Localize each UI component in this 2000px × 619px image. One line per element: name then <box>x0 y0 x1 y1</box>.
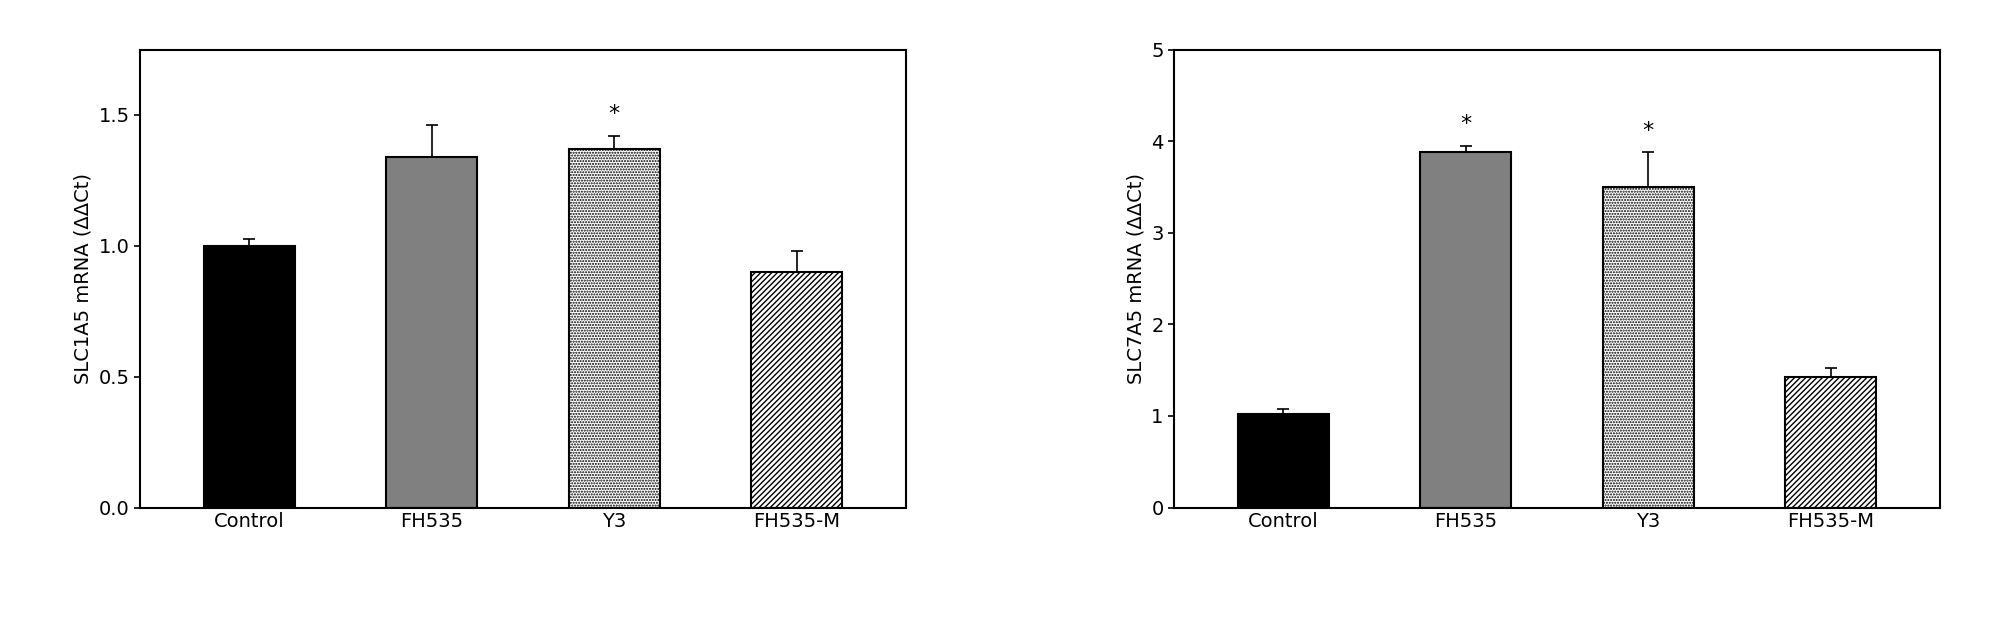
Text: *: * <box>1642 121 1654 141</box>
Bar <box>386 157 478 508</box>
Bar <box>204 246 296 508</box>
Bar <box>750 272 842 508</box>
Bar <box>1238 414 1330 508</box>
Bar <box>568 149 660 508</box>
Text: *: * <box>1460 115 1472 134</box>
Bar <box>1602 187 1694 508</box>
Bar <box>1784 378 1876 508</box>
Bar <box>1420 152 1512 508</box>
Text: *: * <box>608 105 620 124</box>
Y-axis label: SLC7A5 mRNA (ΔΔCt): SLC7A5 mRNA (ΔΔCt) <box>1126 173 1146 384</box>
Y-axis label: SLC1A5 mRNA (ΔΔCt): SLC1A5 mRNA (ΔΔCt) <box>74 173 92 384</box>
